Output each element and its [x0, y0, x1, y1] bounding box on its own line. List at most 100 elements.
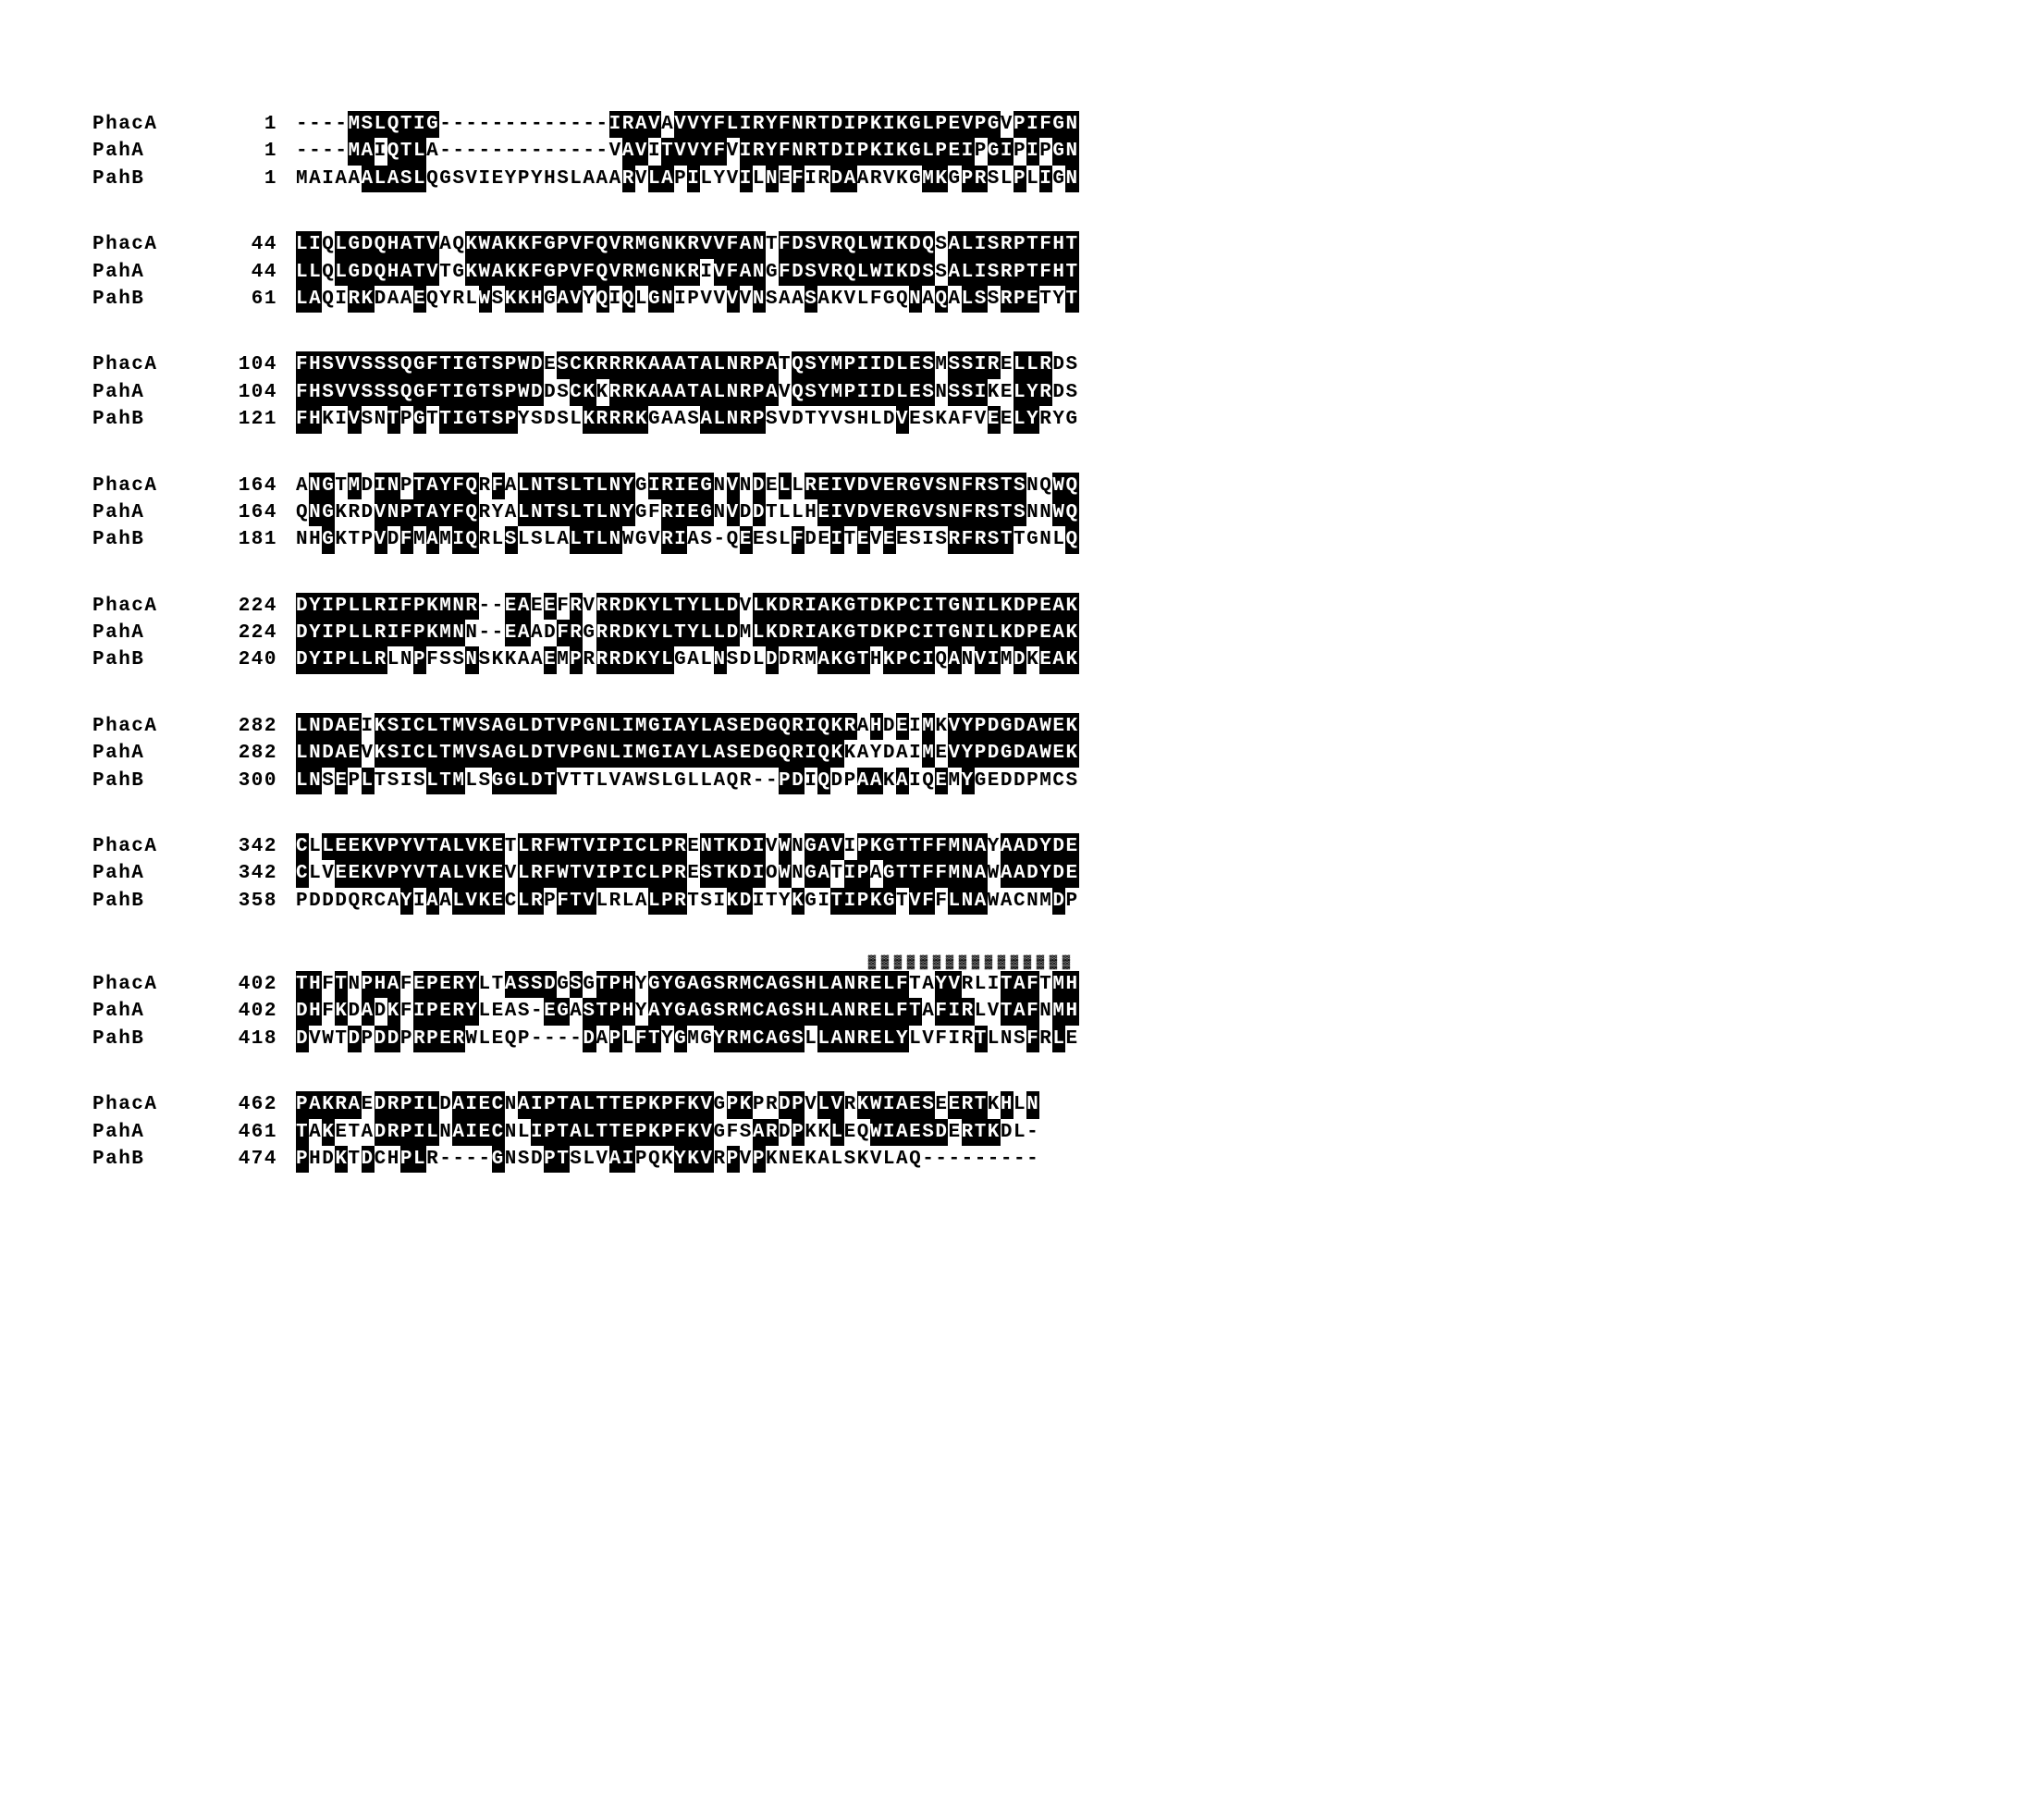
sequence-label: PhacA [92, 111, 213, 138]
sequence: ANGTMDINPTAYFQRFALNTSLTLNYGIRIEGNVNDELLR… [296, 473, 1079, 499]
sequence-label: PahA [92, 620, 213, 646]
sequence-position: 418 [213, 1026, 277, 1052]
sequence-label: PhacA [92, 593, 213, 620]
alignment-row: PahA402 DHFKDADKFIPERYLEAS-EGASTPHYAYGAGS… [92, 998, 1935, 1025]
sequence-position: 104 [213, 379, 277, 406]
sequence: THFTNPHAFEPERYLTASSDGSGTPHYGYGAGSRMCAGSH… [296, 971, 1079, 998]
alignment-row: PahA461 TAKETADRPILNAIECNLIPTALTTEPKPFKVG… [92, 1119, 1935, 1146]
sequence-label: PahA [92, 740, 213, 767]
sequence-position: 224 [213, 593, 277, 620]
sequence-label: PahA [92, 379, 213, 406]
sequence-label: PahB [92, 1146, 213, 1173]
sequence: QNGKRDVNPTAYFQRYALNTSLTLNYGFRIEGNVDDTLLH… [296, 499, 1079, 526]
sequence-position: 282 [213, 713, 277, 740]
sequence: DVWTDPDDPRPERWLEQP----DAPLFTYGMGYRMCAGSL… [296, 1026, 1079, 1052]
alignment-row: PahB181NHGKTPVDFMAMIQRLSLSLALTLNWGVRIAS-… [92, 526, 1935, 553]
sequence: LLQLGDQHATVTGKWAKKFGPVFQVRMGNKRIVFANGFDS… [296, 259, 1079, 286]
sequence-label: PahB [92, 888, 213, 915]
sequence-position: 104 [213, 351, 277, 378]
sequence-label: PhacA [92, 1091, 213, 1118]
sequence: NHGKTPVDFMAMIQRLSLSLALTLNWGVRIAS-QEESLFD… [296, 526, 1079, 553]
alignment-row: PahB121FHKIVSNTPGTTIGTSPYSDSLKRRRKGAASAL… [92, 406, 1935, 433]
alignment-row: PahA1 ----MAIQTLA-------------VAVITVVYFVI… [92, 138, 1935, 165]
sequence-position: 121 [213, 406, 277, 433]
sequence: LIQLGDQHATVAQKWAKKFGPVFQVRMGNKRVVFANTFDS… [296, 231, 1079, 258]
sequence: LNDAEIKSICLTMVSAGLDTVPGNLIMGIAYLASEDGQRI… [296, 713, 1079, 740]
alignment-block: PhacA282 LNDAEIKSICLTMVSAGLDTVPGNLIMGIAYL… [92, 713, 1935, 794]
sequence-label: PhacA [92, 231, 213, 258]
sequence-position: 61 [213, 286, 277, 313]
sequence: PHDKTDCHPLR----GNSDPTSLVAIPQKYKVRPVPKNEK… [296, 1146, 1039, 1173]
sequence: LAQIRKDAAEQYRLWSKKHGAVYQIQLGNIPVVVVNSAAS… [296, 286, 1079, 313]
sequence-position: 1 [213, 166, 277, 192]
sequence: TAKETADRPILNAIECNLIPTALTTEPKPFKVGFSARDPK… [296, 1119, 1039, 1146]
sequence-position: 44 [213, 231, 277, 258]
sequence-label: PahB [92, 286, 213, 313]
sequence: PDDDQRCAYIAALVKECLRPFTVLRLALPRTSIKDITYKG… [296, 888, 1079, 915]
sequence-position: 164 [213, 499, 277, 526]
sequence: ----MSLQTIG-------------IRAVAVVYFLIRYFNR… [296, 111, 1079, 138]
sequence: LNDAEVKSICLTMVSAGLDTVPGNLIMGIAYLASEDGQRI… [296, 740, 1079, 767]
alignment-row: PahA44 LLQLGDQHATVTGKWAKKFGPVFQVRMGNKRIVF… [92, 259, 1935, 286]
sequence-label: PahB [92, 768, 213, 794]
alignment-row: PahA342 CLVEEKVPYVTALVKEVLRFWTVIPICLPREST… [92, 860, 1935, 887]
alignment-row: PahB358PDDDQRCAYIAALVKECLRPFTVLRLALPRTSI… [92, 888, 1935, 915]
sequence-position: 300 [213, 768, 277, 794]
sequence-label: PahA [92, 860, 213, 887]
alignment-row: PhacA104FHSVVSSSQGFTIGTSPWDESCKRRRKAAATA… [92, 351, 1935, 378]
alignment-block: PhacA104FHSVVSSSQGFTIGTSPWDESCKRRRKAAATA… [92, 351, 1935, 433]
sequence: LNSEPLTSISLTMLSGGLDTVTTLVAWSLGLLAQR--PDI… [296, 768, 1079, 794]
alignment-row: PahA224 DYIPLLRIFPKMNN--EAADFRGRRDKYLTYLL… [92, 620, 1935, 646]
alignment-row: PhacA342CLLEEKVPYVTALVKETLRFWTVIPICLPREN… [92, 833, 1935, 860]
sequence-label: PhacA [92, 713, 213, 740]
sequence: FHSVVSSSQGFTIGTSPWDESCKRRRKAAATALNRPATQS… [296, 351, 1079, 378]
sequence-position: 240 [213, 646, 277, 673]
sequence-position: 402 [213, 998, 277, 1025]
sequence-position: 342 [213, 860, 277, 887]
sequence-position: 1 [213, 111, 277, 138]
sequence: PAKRAEDRPILDAIECNAIPTALTTEPKPFKVGPKPRDPV… [296, 1091, 1039, 1118]
sequence: DYIPLLRIFPKMNR--EAEEFRVRRDKYLTYLLDVLKDRI… [296, 593, 1079, 620]
alignment-row: PhacA462 PAKRAEDRPILDAIECNAIPTALTTEPKPFKV… [92, 1091, 1935, 1118]
sequence-label: PahB [92, 526, 213, 553]
alignment-row: PhacA164ANGTMDINPTAYFQRFALNTSLTLNYGIRIEG… [92, 473, 1935, 499]
sequence-position: 474 [213, 1146, 277, 1173]
sequence-label: PahA [92, 259, 213, 286]
sequence: DYIPLLRIFPKMNN--EAADFRGRRDKYLTYLLDMLKDRI… [296, 620, 1079, 646]
sequence-label: PahA [92, 1119, 213, 1146]
sequence: DYIPLLRLNPFSSNSKKAAEMPRRRDKYLGALNSDLDDRM… [296, 646, 1079, 673]
sequence-position: 342 [213, 833, 277, 860]
sequence: DHFKDADKFIPERYLEAS-EGASTPHYAYGAGSRMCAGSH… [296, 998, 1079, 1025]
alignment-row: PahB61 LAQIRKDAAEQYRLWSKKHGAVYQIQLGNIPVVV… [92, 286, 1935, 313]
sequence-label: PahB [92, 166, 213, 192]
sequence-position: 224 [213, 620, 277, 646]
sequence-position: 402 [213, 971, 277, 998]
alignment-row: PhacA1 ----MSLQTIG-------------IRAVAVVYFL… [92, 111, 1935, 138]
sequence-position: 1 [213, 138, 277, 165]
sequence-label: PhacA [92, 833, 213, 860]
alignment-row: PahA282LNDAEVKSICLTMVSAGLDTVPGNLIMGIAYLA… [92, 740, 1935, 767]
sequence: MAIAAALASLQGSVIEYPYHSLAAARVLAPILYVILNEFI… [296, 166, 1079, 192]
alignment-row: PhacA224 DYIPLLRIFPKMNR--EAEEFRVRRDKYLTYL… [92, 593, 1935, 620]
sequence-label: PahA [92, 138, 213, 165]
sequence-position: 44 [213, 259, 277, 286]
alignment-row: PahB418DVWTDPDDPRPERWLEQP----DAPLFTYGMGY… [92, 1026, 1935, 1052]
sequence-label: PahB [92, 406, 213, 433]
alignment-block: ▓▓▓▓▓▓▓▓▓▓▓▓▓▓▓▓PhacA402THFTNPHAFEPERYLT… [92, 953, 1935, 1052]
sequence-label: PhacA [92, 971, 213, 998]
sequence: CLVEEKVPYVTALVKEVLRFWTVIPICLPRESTKDIOWNG… [296, 860, 1079, 887]
alignment-row: PahB1 MAIAAALASLQGSVIEYPYHSLAAARVLAPILYVI… [92, 166, 1935, 192]
sequence-position: 461 [213, 1119, 277, 1146]
alignment-row: PahB474 PHDKTDCHPLR----GNSDPTSLVAIPQKYKVR… [92, 1146, 1935, 1173]
sequence-label: PahA [92, 998, 213, 1025]
alignment-row: PhacA44 LIQLGDQHATVAQKWAKKFGPVFQVRMGNKRVV… [92, 231, 1935, 258]
sequence-position: 462 [213, 1091, 277, 1118]
sequence: ----MAIQTLA-------------VAVITVVYFVIRYFNR… [296, 138, 1079, 165]
alignment-row: PahA164QNGKRDVNPTAYFQRYALNTSLTLNYGFRIEGN… [92, 499, 1935, 526]
alignment-row: PahA104FHSVVSSSQGFTIGTSPWDDSCKKRRKAAATAL… [92, 379, 1935, 406]
alignment-block: PhacA164ANGTMDINPTAYFQRFALNTSLTLNYGIRIEG… [92, 473, 1935, 554]
alignment-row: PahB240DYIPLLRLNPFSSNSKKAAEMPRRRDKYLGALN… [92, 646, 1935, 673]
sequence-position: 164 [213, 473, 277, 499]
alignment-row: PahB300 LNSEPLTSISLTMLSGGLDTVTTLVAWSLGLLA… [92, 768, 1935, 794]
alignment-block: PhacA224 DYIPLLRIFPKMNR--EAEEFRVRRDKYLTYL… [92, 593, 1935, 674]
